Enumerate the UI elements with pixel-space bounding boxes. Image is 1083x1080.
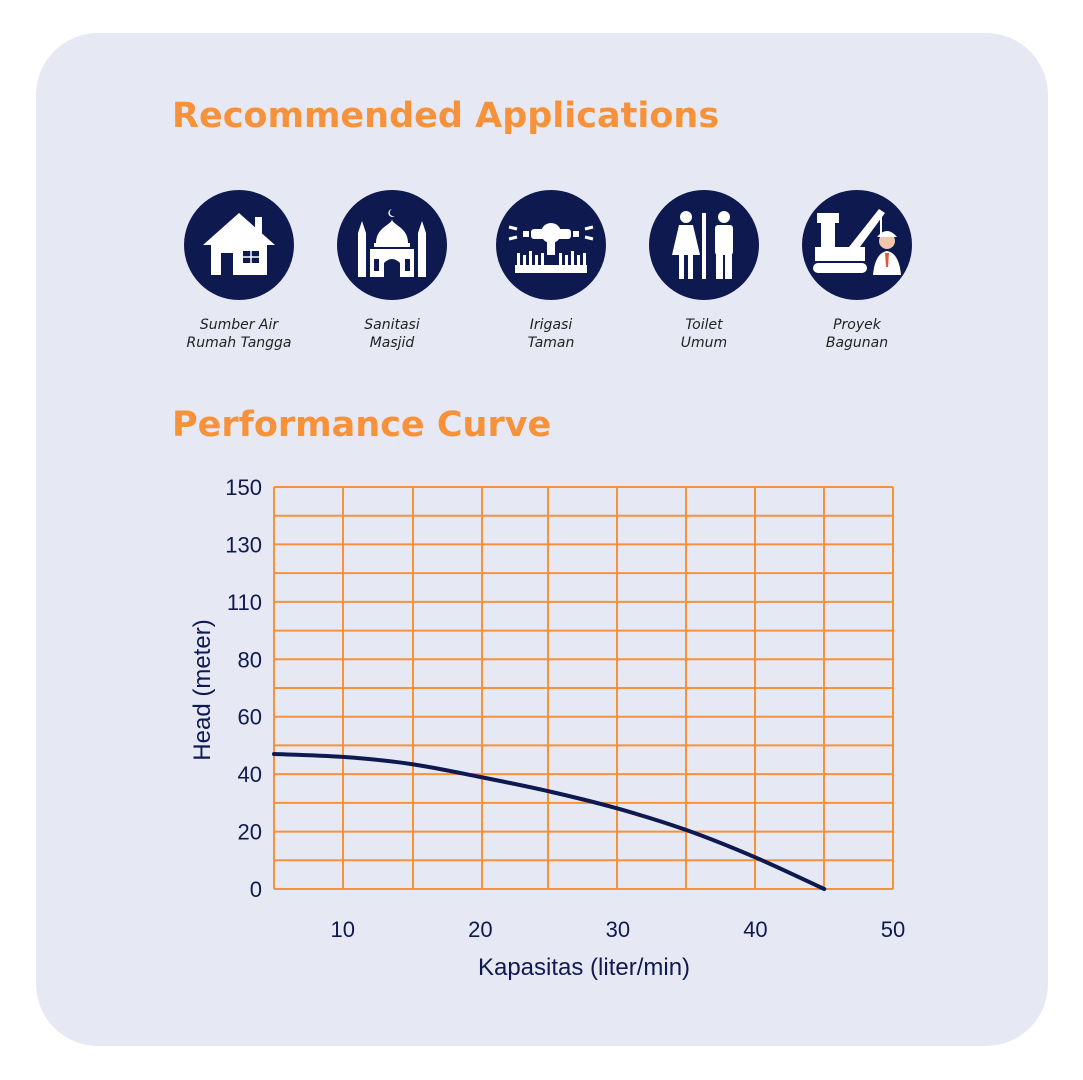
x-axis-ticks: 10 20 30 40 50 [331, 917, 906, 942]
x-tick-label: 10 [331, 917, 355, 942]
x-tick-label: 30 [606, 917, 630, 942]
app-item-household: Sumber Air Rumah Tangga [149, 190, 329, 352]
x-tick-label: 50 [881, 917, 905, 942]
y-tick-label: 40 [238, 762, 262, 787]
app-item-construction: Proyek Bagunan [767, 190, 947, 352]
app-label: Sanitasi Masjid [364, 317, 420, 351]
performance-curve [272, 752, 827, 891]
mosque-icon [337, 190, 447, 300]
performance-title: Performance Curve [172, 405, 552, 445]
x-tick-label: 20 [468, 917, 492, 942]
construction-icon [802, 190, 912, 300]
y-axis-ticks: 0 20 40 60 80 110 130 150 [225, 475, 262, 902]
chart-grid [273, 486, 894, 890]
y-tick-label: 110 [227, 590, 262, 615]
app-item-toilet: Toilet Umum [614, 190, 794, 352]
y-tick-label: 60 [238, 705, 262, 730]
y-tick-label: 20 [238, 820, 262, 845]
house-icon [184, 190, 294, 300]
y-tick-label: 150 [225, 475, 262, 500]
y-axis-label: Head (meter) [189, 619, 216, 760]
app-item-mosque: Sanitasi Masjid [302, 190, 482, 352]
y-tick-label: 0 [250, 877, 262, 902]
x-axis-label: Kapasitas (liter/min) [478, 954, 690, 981]
y-tick-label: 80 [238, 647, 262, 672]
app-label: Irigasi Taman [527, 317, 575, 351]
sprinkler-icon [496, 190, 606, 300]
app-label: Toilet Umum [680, 317, 728, 351]
y-tick-label: 130 [225, 532, 262, 557]
restroom-icon [649, 190, 759, 300]
x-tick-label: 40 [743, 917, 767, 942]
app-label: Sumber Air Rumah Tangga [186, 317, 292, 351]
app-item-irrigation: Irigasi Taman [461, 190, 641, 352]
app-label: Proyek Bagunan [825, 317, 889, 351]
applications-title: Recommended Applications [172, 96, 720, 136]
